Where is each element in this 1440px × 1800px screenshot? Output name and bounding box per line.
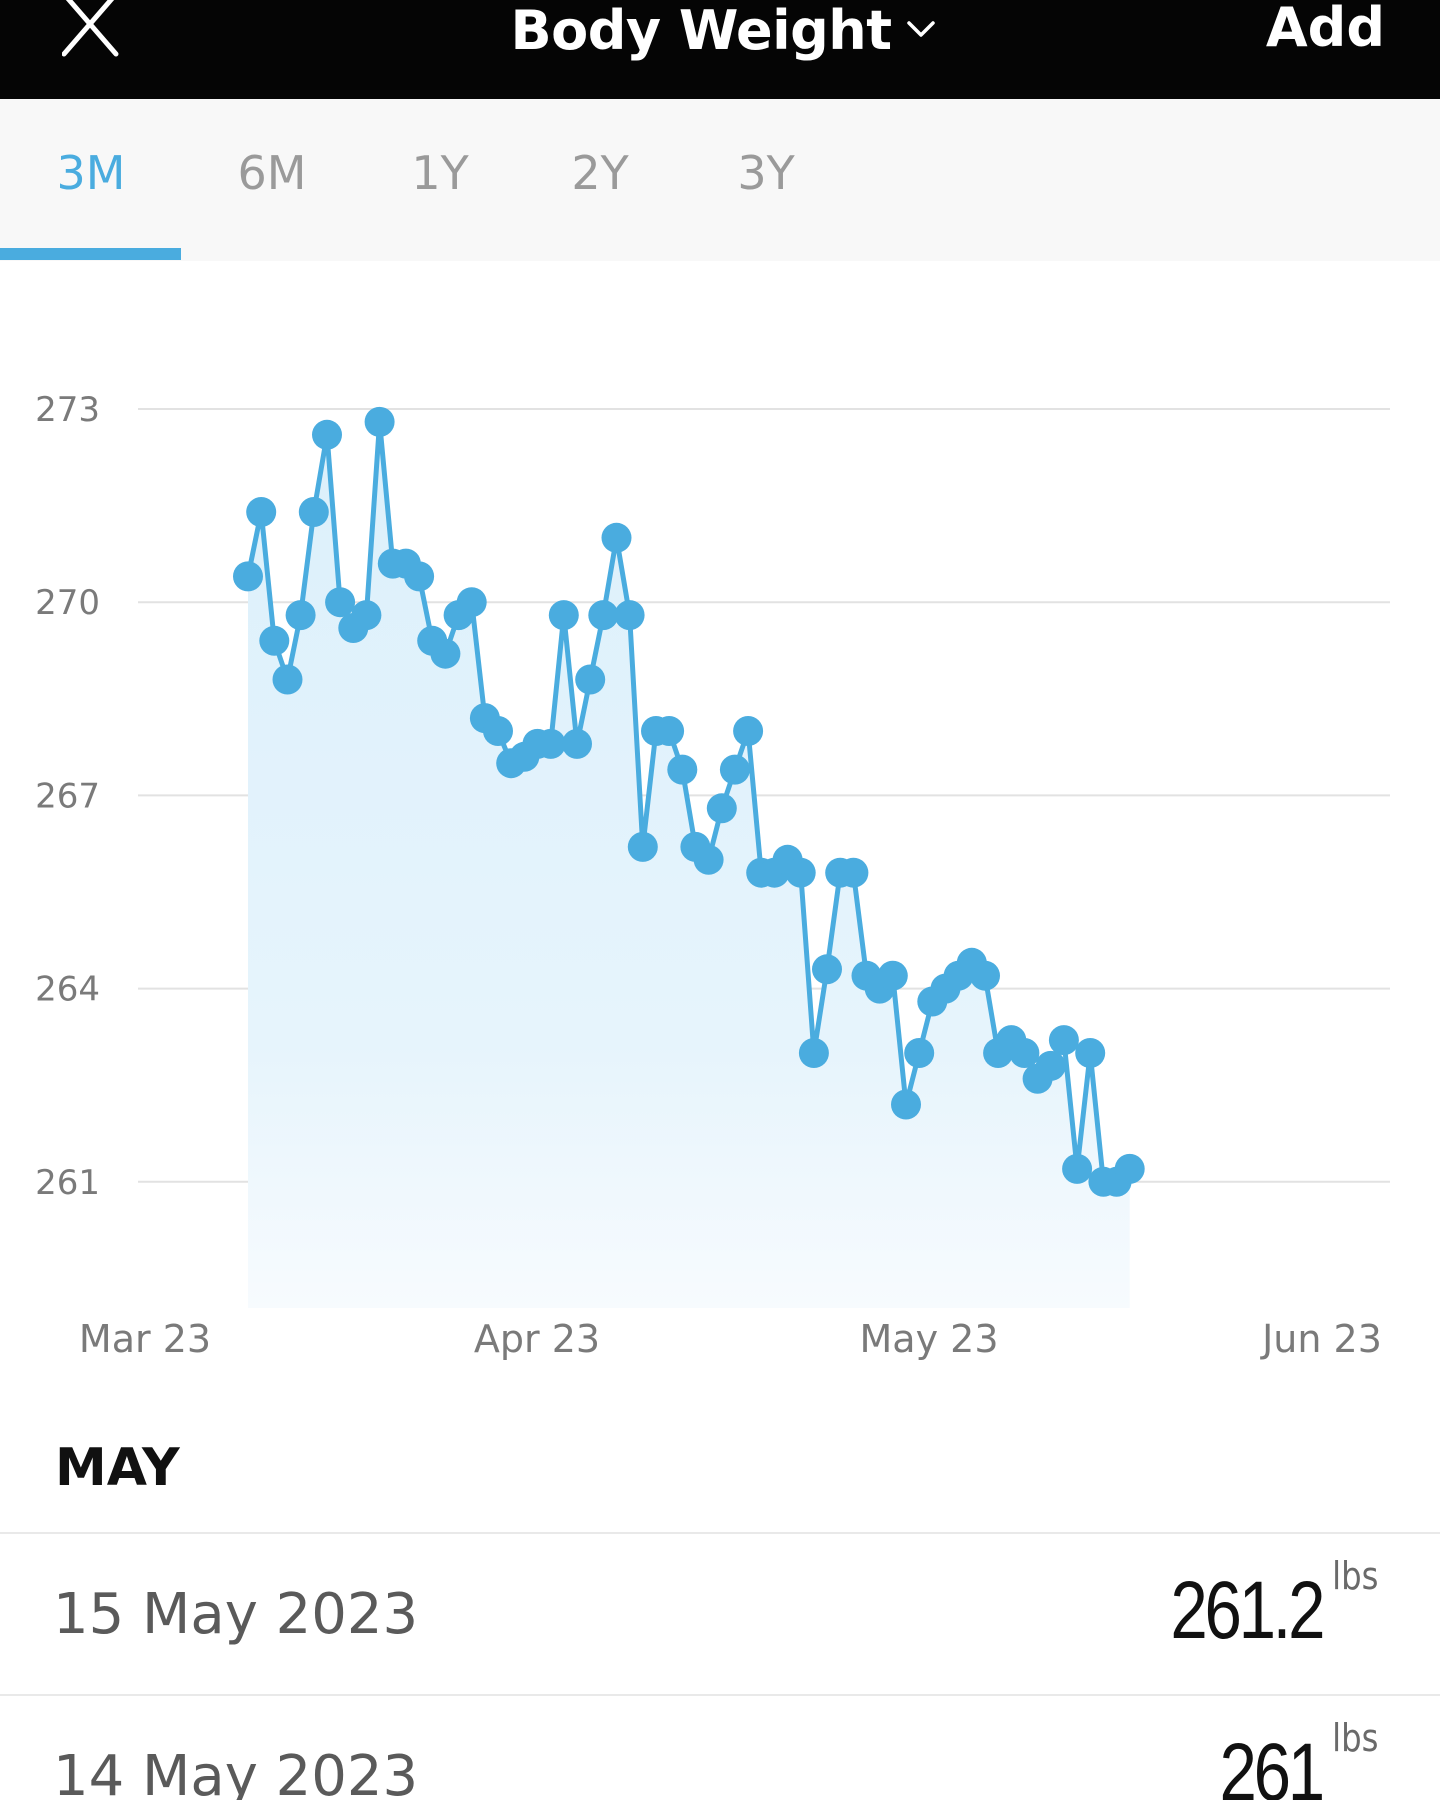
- entry-date: 14 May 2023: [53, 1744, 419, 1800]
- data-point[interactable]: [325, 587, 356, 618]
- y-tick-label: 264: [35, 970, 100, 1010]
- close-icon: [61, 0, 119, 57]
- top-bar: Body Weight Add: [0, 0, 1440, 99]
- data-point[interactable]: [351, 600, 382, 631]
- data-point[interactable]: [233, 561, 263, 592]
- data-point[interactable]: [904, 1038, 935, 1068]
- y-tick-label: 273: [35, 390, 100, 430]
- data-point[interactable]: [535, 728, 566, 759]
- entry-unit: lbs: [1331, 1716, 1378, 1760]
- data-point[interactable]: [246, 497, 277, 527]
- y-tick-label: 267: [35, 776, 100, 816]
- title-area: Body Weight: [0, 0, 1440, 62]
- entry-date: 15 May 2023: [53, 1582, 419, 1647]
- page-title: Body Weight: [510, 0, 892, 62]
- data-point[interactable]: [272, 664, 303, 695]
- entry-unit: lbs: [1331, 1554, 1378, 1598]
- data-point[interactable]: [298, 497, 329, 527]
- data-point[interactable]: [891, 1089, 921, 1120]
- tab-6m[interactable]: 6M: [237, 146, 307, 200]
- month-section-title: MAY: [55, 1438, 180, 1498]
- x-tick-label: Jun 23: [1260, 1317, 1382, 1361]
- data-point[interactable]: [1048, 1025, 1079, 1056]
- entry-row[interactable]: 14 May 2023 261 lbs: [0, 1694, 1440, 1800]
- data-point[interactable]: [1114, 1153, 1145, 1184]
- data-point[interactable]: [877, 960, 908, 991]
- data-point[interactable]: [970, 960, 1000, 991]
- add-button[interactable]: Add: [1265, 0, 1385, 59]
- active-tab-indicator: [0, 248, 181, 260]
- data-point[interactable]: [562, 728, 592, 759]
- data-point[interactable]: [588, 600, 619, 631]
- data-point[interactable]: [733, 716, 764, 746]
- x-tick-label: Apr 23: [474, 1317, 600, 1361]
- data-point[interactable]: [430, 638, 461, 669]
- data-point[interactable]: [483, 716, 513, 746]
- y-tick-label: 270: [35, 583, 100, 623]
- area-fill: [248, 421, 1130, 1308]
- data-point[interactable]: [693, 844, 724, 875]
- data-point[interactable]: [364, 406, 395, 437]
- data-point[interactable]: [719, 754, 750, 785]
- x-tick-label: May 23: [860, 1317, 999, 1361]
- data-point[interactable]: [285, 600, 316, 631]
- metric-selector[interactable]: Body Weight: [510, 0, 935, 62]
- chevron-down-icon: [906, 21, 935, 37]
- data-point[interactable]: [785, 857, 816, 888]
- tab-1y[interactable]: 1Y: [411, 146, 469, 200]
- entry-value: 261.2: [1170, 1565, 1325, 1656]
- data-point[interactable]: [614, 600, 645, 631]
- data-point[interactable]: [798, 1038, 829, 1068]
- y-tick-label: 261: [35, 1163, 100, 1203]
- data-point[interactable]: [1009, 1038, 1040, 1068]
- tab-2y[interactable]: 2Y: [571, 146, 629, 200]
- tab-3m[interactable]: 3M: [56, 146, 126, 200]
- data-point[interactable]: [667, 754, 698, 785]
- data-point[interactable]: [404, 561, 435, 592]
- data-point[interactable]: [456, 587, 487, 618]
- data-point[interactable]: [654, 716, 685, 746]
- entry-value: 261: [1219, 1727, 1326, 1800]
- data-point[interactable]: [601, 522, 632, 553]
- data-point[interactable]: [575, 664, 606, 695]
- weight-chart: 273 270 267 264 261 Mar 23 Apr 23 May 23 Jun 23: [0, 262, 1440, 1392]
- tab-3y[interactable]: 3Y: [737, 146, 795, 200]
- data-point[interactable]: [312, 419, 342, 450]
- range-tabs: 3M 6M 1Y 2Y 3Y: [0, 99, 1440, 261]
- data-point[interactable]: [548, 600, 579, 631]
- data-point[interactable]: [1075, 1038, 1106, 1068]
- data-point[interactable]: [812, 954, 842, 985]
- data-point[interactable]: [627, 831, 658, 862]
- data-point[interactable]: [706, 793, 737, 824]
- entry-row[interactable]: 15 May 2023 261.2 lbs: [0, 1532, 1440, 1692]
- data-point[interactable]: [259, 625, 290, 656]
- close-button[interactable]: [61, 0, 138, 62]
- data-point[interactable]: [1062, 1153, 1093, 1184]
- x-tick-label: Mar 23: [79, 1317, 211, 1361]
- data-point[interactable]: [838, 857, 869, 888]
- data-point[interactable]: [1035, 1050, 1066, 1081]
- weight-chart-svg: 273 270 267 264 261 Mar 23 Apr 23 May 23 Jun 23: [35, 390, 1390, 1361]
